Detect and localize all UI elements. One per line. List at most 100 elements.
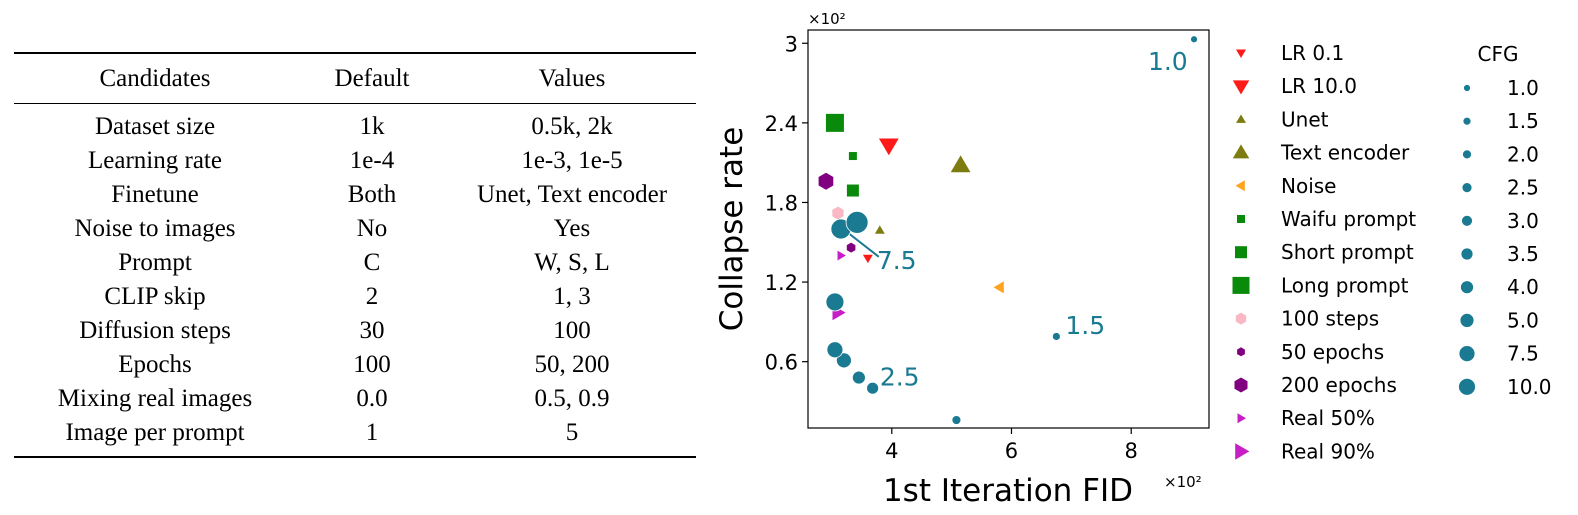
legend-label: Unet [1281, 107, 1329, 131]
table-cell-values: Unet, Text encoder [476, 181, 668, 208]
legend-marker [1235, 443, 1250, 460]
table-cell-default: 100 [353, 351, 391, 378]
legend-marker [1236, 49, 1246, 58]
table-row: Dataset size 1k 0.5k, 2k [14, 104, 696, 145]
y-axis-label: Collapse rate [714, 127, 750, 332]
table-cell-default: No [356, 215, 388, 242]
table-cell-values: 0.5, 0.9 [534, 385, 610, 412]
annotation-label: 1.0 [1148, 47, 1188, 76]
legend-cfg-label: 4.0 [1507, 275, 1539, 299]
point-100-steps [832, 206, 844, 220]
legend-marker [1236, 114, 1246, 123]
legend-label: 100 steps [1281, 307, 1379, 331]
header-default: Default [334, 64, 410, 92]
legend-cfg-marker [1460, 247, 1474, 261]
table-cell-candidate: Diffusion steps [79, 317, 231, 344]
legend-label: 200 epochs [1281, 373, 1397, 397]
legend-marker [1237, 347, 1245, 357]
y-tick-label: 1.8 [765, 191, 798, 215]
table-cell-values: 0.5k, 2k [531, 113, 613, 140]
legend-cfg-label: 1.0 [1507, 76, 1539, 100]
table-cell-default: 1 [365, 419, 379, 446]
point-text-encoder [950, 155, 971, 173]
legend-marker [1237, 413, 1246, 424]
annotation-label: 1.5 [1065, 311, 1105, 340]
legend-marker [1235, 246, 1247, 259]
table-cell-default: 2 [365, 283, 379, 310]
table-cell-values: 5 [565, 419, 579, 446]
legend-cfg-marker [1461, 214, 1473, 227]
point-50-epochs [846, 242, 856, 253]
point-200-epochs [818, 172, 834, 190]
legend-cfg-label: 2.5 [1507, 176, 1539, 200]
table-row: Prompt C W, S, L [14, 246, 696, 280]
table-cell-candidate: Mixing real images [57, 385, 253, 412]
point-annotations: 1.0 1.5 2.5 7.5 [877, 47, 1188, 392]
point-cfg-2-5 [826, 341, 844, 359]
point-noise [993, 281, 1004, 294]
table-cell-values: 50, 200 [534, 351, 610, 378]
legend-marker [1235, 312, 1247, 325]
point-cfg-2-5 [866, 381, 880, 395]
legend-cfg-marker [1458, 377, 1476, 396]
legend-label: Waifu prompt [1281, 207, 1416, 231]
legend-marker [1232, 276, 1250, 294]
point-long-prompt [825, 113, 844, 132]
plot-frame [807, 29, 1210, 429]
y-axis-multiplier: ×10² [808, 10, 846, 28]
table-cell-candidate: Finetune [111, 181, 199, 208]
table-cell-candidate: Image per prompt [65, 419, 245, 446]
header-values: Values [538, 64, 606, 92]
legend-label: 50 epochs [1281, 340, 1384, 364]
legend-cfg-title: CFG [1478, 42, 1519, 66]
table-cell-candidate: CLIP skip [104, 283, 206, 310]
legend-cfg-label: 7.5 [1507, 342, 1539, 366]
legend-cfg-label: 3.0 [1507, 209, 1539, 233]
legend-marker [1237, 215, 1245, 223]
legend-label: Real 90% [1281, 439, 1375, 463]
table-cell-default: 1e-4 [349, 147, 395, 174]
legend-cfg-label: 2.0 [1507, 142, 1539, 166]
legend-cfg-marker [1462, 116, 1472, 126]
point-waifu-prompt [848, 152, 857, 161]
y-tick-label: 2.4 [765, 112, 798, 136]
hyperparameter-table-container: Candidates Default Values Dataset size 1k… [14, 52, 696, 458]
point-cfg-1-5 [951, 415, 962, 425]
point-cfg-3-0 [825, 292, 845, 312]
hyperparameter-table: Candidates Default Values Dataset size 1k… [14, 52, 696, 458]
table-row: Image per prompt 1 5 [14, 416, 696, 457]
legend-label: Short prompt [1281, 240, 1414, 264]
legend-cfg-marker [1462, 149, 1472, 160]
table-cell-candidate: Dataset size [94, 113, 216, 140]
legend-cfg-label: 1.5 [1507, 109, 1539, 133]
legend-marker [1232, 80, 1250, 95]
table-cell-values: W, S, L [534, 249, 610, 276]
x-axis-label: 1st Iteration FID [883, 473, 1133, 509]
table-cell-candidate: Epochs [118, 351, 192, 378]
data-marks [818, 35, 1198, 425]
axis-ticks: 4 6 8 0.6 1.2 1.8 2.4 3 [765, 32, 1138, 463]
y-tick-label: 1.2 [765, 271, 798, 295]
legend-marker [1232, 144, 1250, 159]
legend-label: Text encoder [1280, 141, 1410, 165]
table-cell-values: 1, 3 [553, 283, 591, 310]
table-row: Finetune Both Unet, Text encoder [14, 178, 696, 212]
legend-cfg-label: 5.0 [1507, 308, 1539, 332]
header-candidates: Candidates [99, 64, 211, 92]
legend-label: Long prompt [1281, 273, 1409, 297]
table-cell-candidate: Prompt [118, 249, 192, 276]
x-tick-label: 6 [1005, 439, 1018, 463]
point-cfg-2-5 [836, 352, 852, 369]
table-cell-default: Both [347, 181, 397, 208]
table-cell-values: 100 [553, 317, 591, 344]
legend-label: Real 50% [1281, 406, 1375, 430]
legend-cfg-marker [1463, 84, 1471, 92]
legend-label: LR 0.1 [1281, 41, 1344, 65]
x-tick-label: 8 [1125, 439, 1138, 463]
legend-cfg-marker [1461, 182, 1473, 194]
table-row: Diffusion steps 30 100 [14, 314, 696, 348]
legend-cfg-label: 10.0 [1507, 375, 1552, 399]
point-short-prompt [846, 184, 859, 197]
table-body: Dataset size 1k 0.5k, 2k Learning rate 1e-4 1… [14, 104, 696, 457]
